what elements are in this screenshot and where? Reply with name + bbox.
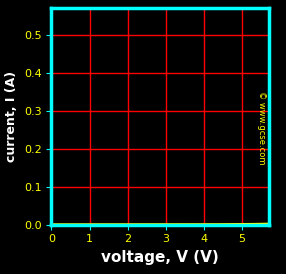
X-axis label: voltage, V (V): voltage, V (V) bbox=[101, 250, 219, 265]
Y-axis label: current, I (A): current, I (A) bbox=[5, 71, 19, 162]
Text: © www.gcse.com: © www.gcse.com bbox=[257, 90, 266, 164]
